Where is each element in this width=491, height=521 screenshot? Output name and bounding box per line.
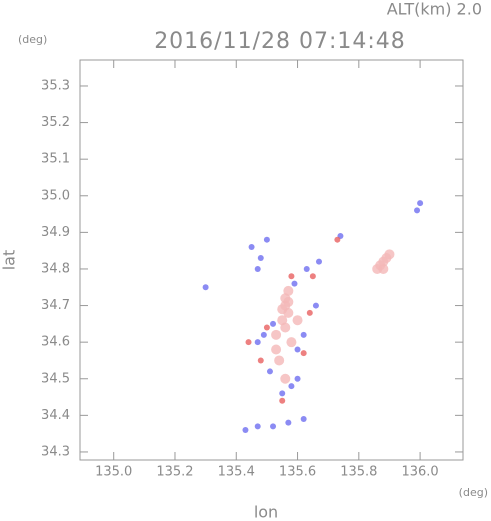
y-label: lat	[0, 250, 19, 271]
y-tick-label: 34.8	[41, 261, 70, 276]
x-unit: (deg)	[459, 486, 488, 499]
data-point	[279, 390, 286, 397]
x-tick-label: 135.6	[279, 465, 316, 480]
data-point	[292, 315, 303, 326]
data-point	[254, 423, 261, 430]
data-point	[312, 302, 319, 309]
data-point	[291, 280, 298, 287]
data-point	[254, 339, 261, 346]
data-point	[254, 265, 261, 272]
data-point	[288, 383, 295, 390]
data-point	[263, 324, 270, 331]
data-point	[309, 273, 316, 280]
data-point	[384, 249, 395, 260]
data-point	[271, 344, 282, 355]
data-point	[306, 309, 313, 316]
y-tick-label: 35.0	[41, 188, 70, 203]
data-point	[378, 263, 389, 274]
y-tick-label: 34.6	[41, 335, 70, 350]
data-point	[277, 304, 288, 315]
x-tick-label: 136.0	[401, 465, 438, 480]
data-point	[414, 207, 421, 214]
data-point	[270, 423, 277, 430]
data-point	[274, 355, 285, 366]
data-point	[294, 346, 301, 353]
data-point	[294, 375, 301, 382]
data-point	[283, 296, 294, 307]
x-tick-label: 135.8	[340, 465, 377, 480]
data-point	[283, 285, 294, 296]
data-point	[300, 350, 307, 357]
y-tick-label: 34.3	[41, 444, 70, 459]
data-point	[263, 236, 270, 243]
data-point	[266, 368, 273, 375]
data-point	[257, 254, 264, 261]
y-tick-label: 35.1	[41, 152, 70, 167]
data-point	[285, 419, 292, 426]
data-point	[334, 236, 341, 243]
chart-title: 2016/11/28 07:14:48	[154, 29, 406, 54]
data-point	[280, 373, 291, 384]
y-tick-label: 34.4	[41, 408, 70, 423]
data-point	[260, 331, 267, 338]
data-point	[300, 416, 307, 423]
data-point	[303, 265, 310, 272]
data-point	[270, 320, 277, 327]
x-label: lon	[254, 503, 278, 521]
data-point	[279, 397, 286, 404]
y-tick-label: 35.3	[41, 78, 70, 93]
subtitle: ALT(km) 2.0	[387, 0, 482, 19]
data-point	[280, 322, 291, 333]
data-point	[245, 339, 252, 346]
x-tick-label: 135.0	[95, 465, 132, 480]
data-point	[271, 329, 282, 340]
data-point	[242, 426, 249, 433]
x-tick-label: 135.4	[218, 465, 255, 480]
data-point	[257, 357, 264, 364]
y-tick-label: 34.9	[41, 225, 70, 240]
data-point	[417, 200, 424, 207]
y-tick-label: 34.7	[41, 298, 70, 313]
x-tick-label: 135.2	[156, 465, 193, 480]
plot-frame	[79, 59, 464, 461]
y-tick-label: 35.2	[41, 115, 70, 130]
data-point	[288, 273, 295, 280]
data-point	[315, 258, 322, 265]
y-unit: (deg)	[18, 33, 47, 46]
data-point	[248, 244, 255, 251]
data-point	[286, 337, 297, 348]
y-tick-label: 34.5	[41, 371, 70, 386]
data-point	[300, 331, 307, 338]
data-point	[202, 284, 209, 291]
